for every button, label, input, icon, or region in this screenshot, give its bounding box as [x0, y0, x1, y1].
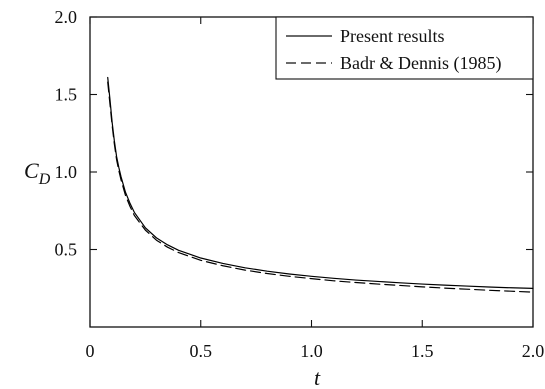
x-tick-label-4: 2.0 [522, 341, 545, 361]
legend-label-present-results: Present results [340, 26, 444, 46]
x-tick-label-3: 1.5 [411, 341, 434, 361]
series-layer [107, 76, 534, 293]
y-axis-label-subscript: D [38, 171, 51, 188]
x-tick-label-1: 0.5 [190, 341, 213, 361]
legend-label-badr-dennis: Badr & Dennis (1985) [340, 53, 501, 74]
x-tick-label-0: 0 [86, 341, 95, 361]
x-tick-label-2: 1.0 [300, 341, 323, 361]
y-tick-label-0: 0.5 [55, 240, 78, 260]
series-line-present-results [107, 76, 534, 289]
y-axis-label: CD [24, 158, 51, 188]
legend: Present results Badr & Dennis (1985) [275, 16, 534, 80]
axis-tick-labels: 0 0.5 1.0 1.5 2.0 0.5 1.0 1.5 2.0 [55, 7, 545, 361]
legend-box [275, 16, 534, 80]
y-axis-label-main: CD [24, 158, 51, 188]
y-axis-label-symbol: C [24, 158, 39, 183]
series-line-badr-dennis [107, 81, 534, 293]
y-tick-label-1: 1.0 [55, 162, 78, 182]
x-axis-label: t [314, 365, 321, 389]
y-tick-label-2: 1.5 [55, 85, 78, 105]
y-tick-label-3: 2.0 [55, 7, 78, 27]
